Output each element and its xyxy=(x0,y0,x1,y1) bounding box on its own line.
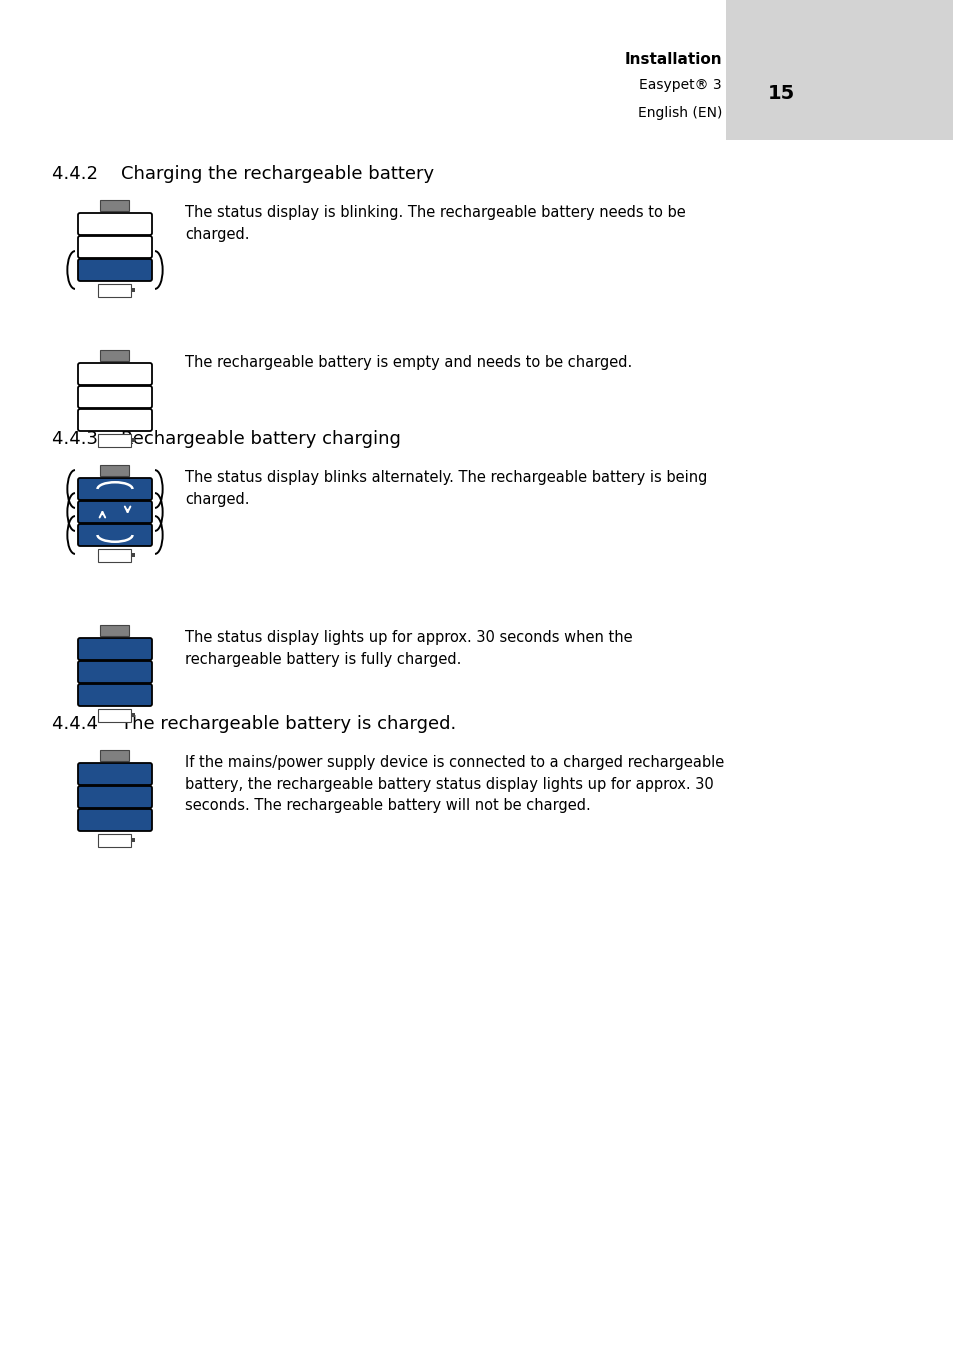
Text: If the mains/power supply device is connected to a charged rechargeable
battery,: If the mains/power supply device is conn… xyxy=(185,754,723,813)
Bar xyxy=(131,713,135,718)
Text: 4.4.3    Rechargeable battery charging: 4.4.3 Rechargeable battery charging xyxy=(52,430,400,448)
FancyBboxPatch shape xyxy=(100,625,130,635)
FancyBboxPatch shape xyxy=(78,786,152,808)
FancyBboxPatch shape xyxy=(98,708,132,722)
FancyBboxPatch shape xyxy=(78,684,152,706)
FancyBboxPatch shape xyxy=(78,214,152,235)
FancyBboxPatch shape xyxy=(100,200,130,211)
FancyBboxPatch shape xyxy=(98,833,132,846)
Text: Easypet® 3: Easypet® 3 xyxy=(639,78,721,92)
Bar xyxy=(131,553,135,557)
FancyBboxPatch shape xyxy=(78,237,152,258)
Text: 4.4.4    The rechargeable battery is charged.: 4.4.4 The rechargeable battery is charge… xyxy=(52,715,456,733)
FancyBboxPatch shape xyxy=(78,502,152,523)
FancyBboxPatch shape xyxy=(78,661,152,683)
FancyBboxPatch shape xyxy=(98,284,132,296)
Text: The status display blinks alternately. The rechargeable battery is being
charged: The status display blinks alternately. T… xyxy=(185,470,706,507)
FancyBboxPatch shape xyxy=(78,362,152,385)
FancyBboxPatch shape xyxy=(78,479,152,500)
Text: The status display lights up for approx. 30 seconds when the
rechargeable batter: The status display lights up for approx.… xyxy=(185,630,632,667)
FancyBboxPatch shape xyxy=(78,260,152,281)
Text: The rechargeable battery is empty and needs to be charged.: The rechargeable battery is empty and ne… xyxy=(185,356,632,370)
Bar xyxy=(725,0,953,141)
FancyBboxPatch shape xyxy=(78,387,152,408)
FancyBboxPatch shape xyxy=(78,410,152,431)
FancyBboxPatch shape xyxy=(78,638,152,660)
FancyBboxPatch shape xyxy=(100,749,130,760)
Bar xyxy=(131,838,135,842)
FancyBboxPatch shape xyxy=(100,350,130,361)
Text: The status display is blinking. The rechargeable battery needs to be
charged.: The status display is blinking. The rech… xyxy=(185,206,685,242)
Text: 4.4.2    Charging the rechargeable battery: 4.4.2 Charging the rechargeable battery xyxy=(52,165,434,183)
Bar xyxy=(131,288,135,292)
FancyBboxPatch shape xyxy=(78,525,152,546)
FancyBboxPatch shape xyxy=(100,465,130,476)
FancyBboxPatch shape xyxy=(98,434,132,446)
Text: English (EN): English (EN) xyxy=(637,105,721,120)
FancyBboxPatch shape xyxy=(78,808,152,831)
Bar xyxy=(131,438,135,442)
FancyBboxPatch shape xyxy=(78,763,152,786)
Text: 15: 15 xyxy=(767,84,795,103)
Text: Installation: Installation xyxy=(623,51,721,68)
FancyBboxPatch shape xyxy=(98,549,132,561)
